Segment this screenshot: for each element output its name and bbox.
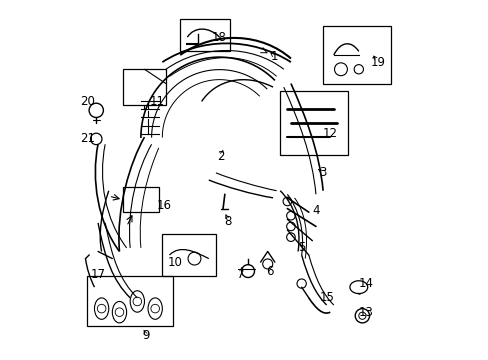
- Bar: [180, 19, 230, 51]
- Text: 20: 20: [80, 95, 95, 108]
- Bar: [87, 276, 173, 327]
- Text: 21: 21: [80, 132, 95, 145]
- Text: 2: 2: [217, 150, 224, 163]
- Bar: [123, 187, 159, 212]
- Text: 12: 12: [322, 127, 337, 140]
- Text: 19: 19: [370, 55, 385, 69]
- Polygon shape: [349, 281, 367, 294]
- Text: 13: 13: [358, 306, 373, 319]
- Text: 5: 5: [297, 241, 305, 255]
- Text: 15: 15: [319, 291, 333, 305]
- Text: 18: 18: [212, 31, 226, 44]
- Text: 14: 14: [358, 277, 373, 290]
- Bar: [162, 234, 216, 276]
- Text: 1: 1: [270, 50, 278, 63]
- Text: 16: 16: [156, 198, 171, 212]
- Text: 8: 8: [224, 215, 232, 228]
- Text: 6: 6: [265, 265, 273, 278]
- Text: 17: 17: [90, 268, 105, 281]
- Text: 3: 3: [319, 166, 326, 179]
- Bar: [280, 91, 347, 155]
- Text: 10: 10: [167, 256, 182, 269]
- Text: 7: 7: [237, 268, 244, 281]
- Text: 11: 11: [149, 95, 164, 108]
- Bar: [123, 69, 165, 105]
- Text: 4: 4: [311, 204, 319, 217]
- Text: 9: 9: [142, 329, 150, 342]
- Bar: [323, 26, 390, 84]
